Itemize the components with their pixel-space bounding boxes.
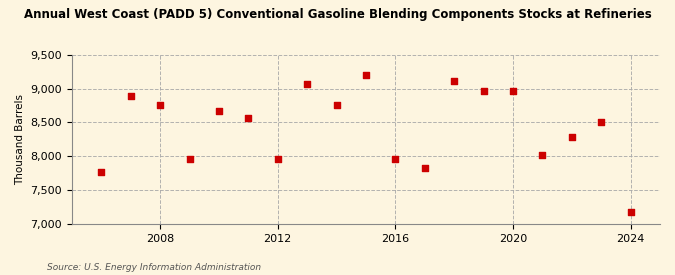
Point <box>155 103 165 107</box>
Point <box>566 135 577 139</box>
Point <box>625 210 636 214</box>
Point <box>419 166 430 170</box>
Point <box>302 82 313 87</box>
Point <box>184 157 195 161</box>
Point <box>390 157 401 161</box>
Point <box>272 157 283 161</box>
Point <box>213 109 224 113</box>
Point <box>449 79 460 83</box>
Point <box>537 153 548 157</box>
Point <box>596 119 607 124</box>
Point <box>126 94 136 98</box>
Y-axis label: Thousand Barrels: Thousand Barrels <box>15 94 25 185</box>
Point <box>96 170 107 175</box>
Point <box>331 103 342 107</box>
Text: Source: U.S. Energy Information Administration: Source: U.S. Energy Information Administ… <box>47 263 261 272</box>
Point <box>243 116 254 120</box>
Point <box>478 89 489 94</box>
Point <box>508 89 518 94</box>
Point <box>360 73 371 77</box>
Text: Annual West Coast (PADD 5) Conventional Gasoline Blending Components Stocks at R: Annual West Coast (PADD 5) Conventional … <box>24 8 651 21</box>
